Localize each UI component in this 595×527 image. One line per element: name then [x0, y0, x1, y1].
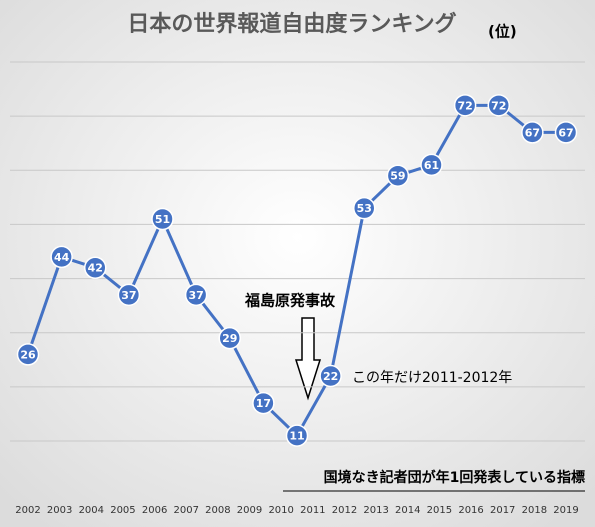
x-tick-label: 2017 — [490, 505, 515, 516]
x-tick-label: 2016 — [458, 505, 483, 516]
source-note: 国境なき記者団が年1回発表している指標 — [324, 469, 585, 486]
x-tick-label: 2011 — [300, 505, 325, 516]
data-label: 67 — [558, 126, 573, 139]
unit-label: (位) — [488, 23, 517, 41]
point — [453, 94, 477, 117]
point — [184, 283, 208, 307]
point — [16, 343, 40, 366]
x-tick-label: 2019 — [553, 505, 578, 516]
x-tick-label: 2005 — [110, 505, 135, 516]
data-label: 44 — [54, 251, 70, 264]
data-label: 42 — [88, 262, 103, 275]
data-label: 17 — [256, 397, 271, 410]
x-tick-label: 2013 — [363, 505, 388, 516]
data-label: 37 — [188, 289, 203, 302]
x-tick-label: 2008 — [205, 505, 230, 516]
chart-title: 日本の世界報道自由度ランキング — [127, 11, 456, 37]
x-tick-label: 2010 — [268, 505, 293, 516]
data-label: 61 — [424, 159, 439, 172]
x-tick-label: 2003 — [47, 505, 72, 516]
point — [151, 207, 174, 231]
data-label: 67 — [525, 126, 540, 139]
point — [218, 326, 241, 350]
x-tick-label: 2009 — [237, 505, 262, 516]
point — [353, 196, 376, 220]
x-tick-label: 2015 — [427, 505, 452, 516]
annotation: この年だけ2011-2012年 — [352, 370, 512, 386]
point — [487, 94, 510, 117]
data-label: 59 — [390, 170, 405, 183]
x-tick-label: 2014 — [395, 505, 420, 516]
data-label: 72 — [491, 99, 506, 112]
arrow — [294, 317, 322, 401]
point — [285, 424, 309, 447]
data-label: 53 — [357, 202, 372, 215]
point — [420, 153, 443, 177]
annotation: 福島原発事故 — [244, 292, 336, 310]
data-label: 72 — [457, 99, 472, 112]
x-tick-label: 2004 — [79, 505, 104, 516]
x-tick-label: 2007 — [174, 505, 199, 516]
data-label: 51 — [155, 213, 170, 226]
x-tick-label: 2002 — [15, 505, 40, 516]
x-tick-label: 2012 — [332, 505, 357, 516]
data-label: 37 — [121, 289, 136, 302]
data-label: 29 — [222, 332, 237, 345]
data-label: 26 — [20, 348, 36, 361]
point — [252, 391, 275, 415]
x-tick-label: 2018 — [522, 505, 547, 516]
point — [319, 364, 342, 388]
point — [386, 164, 410, 187]
x-tick-label: 2006 — [142, 505, 167, 516]
point — [521, 121, 544, 144]
point — [554, 121, 578, 144]
point — [84, 256, 107, 279]
data-label: 22 — [323, 370, 338, 383]
data-label: 11 — [289, 430, 304, 443]
point — [50, 245, 73, 269]
point — [117, 283, 141, 307]
